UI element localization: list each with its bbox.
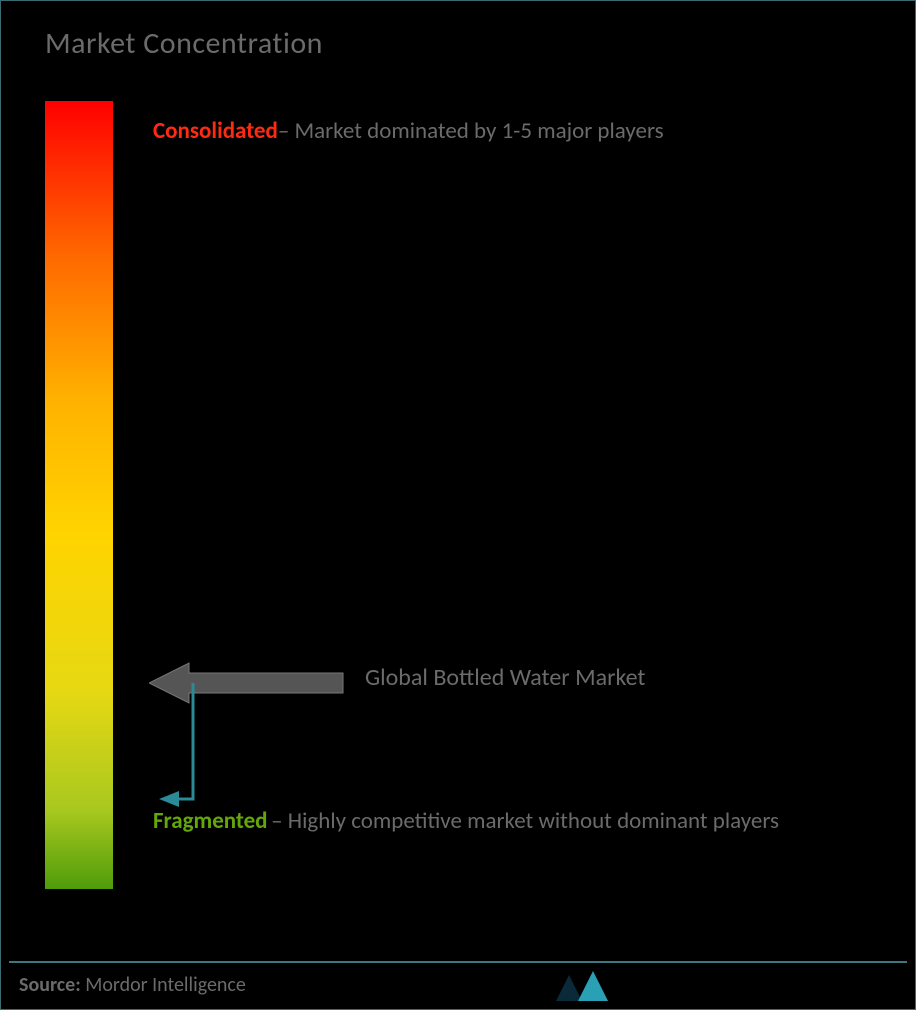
footer-source: Source: Mordor Intelligence: [19, 973, 246, 997]
logo-right-peak: [578, 971, 608, 1001]
consolidated-row: Consolidated – Market dominated by 1-5 m…: [153, 117, 664, 145]
infographic-container: Market Concentration Consolidated – Mark…: [0, 0, 916, 1010]
footer-source-label: Source:: [19, 973, 81, 997]
footer: Source: Mordor Intelligence: [1, 947, 915, 1009]
consolidated-term: Consolidated: [153, 117, 278, 145]
gradient-rect: [45, 101, 113, 889]
fragmented-row: Fragmented – Highly competitive market w…: [153, 797, 853, 845]
concentration-gradient-bar: [45, 101, 113, 889]
elbow-path: [177, 683, 193, 799]
page-title: Market Concentration: [45, 25, 323, 62]
consolidated-desc: – Market dominated by 1-5 major players: [278, 117, 664, 145]
mordor-logo-icon: [554, 969, 610, 1003]
footer-source-value: Mordor Intelligence: [81, 973, 246, 997]
market-position-label: Global Bottled Water Market: [365, 663, 645, 692]
fragmented-desc: – Highly competitive market without domi…: [271, 807, 779, 835]
logo-left-peak: [556, 975, 582, 1001]
fragmented-term: Fragmented: [153, 807, 268, 835]
footer-divider: [9, 961, 907, 963]
